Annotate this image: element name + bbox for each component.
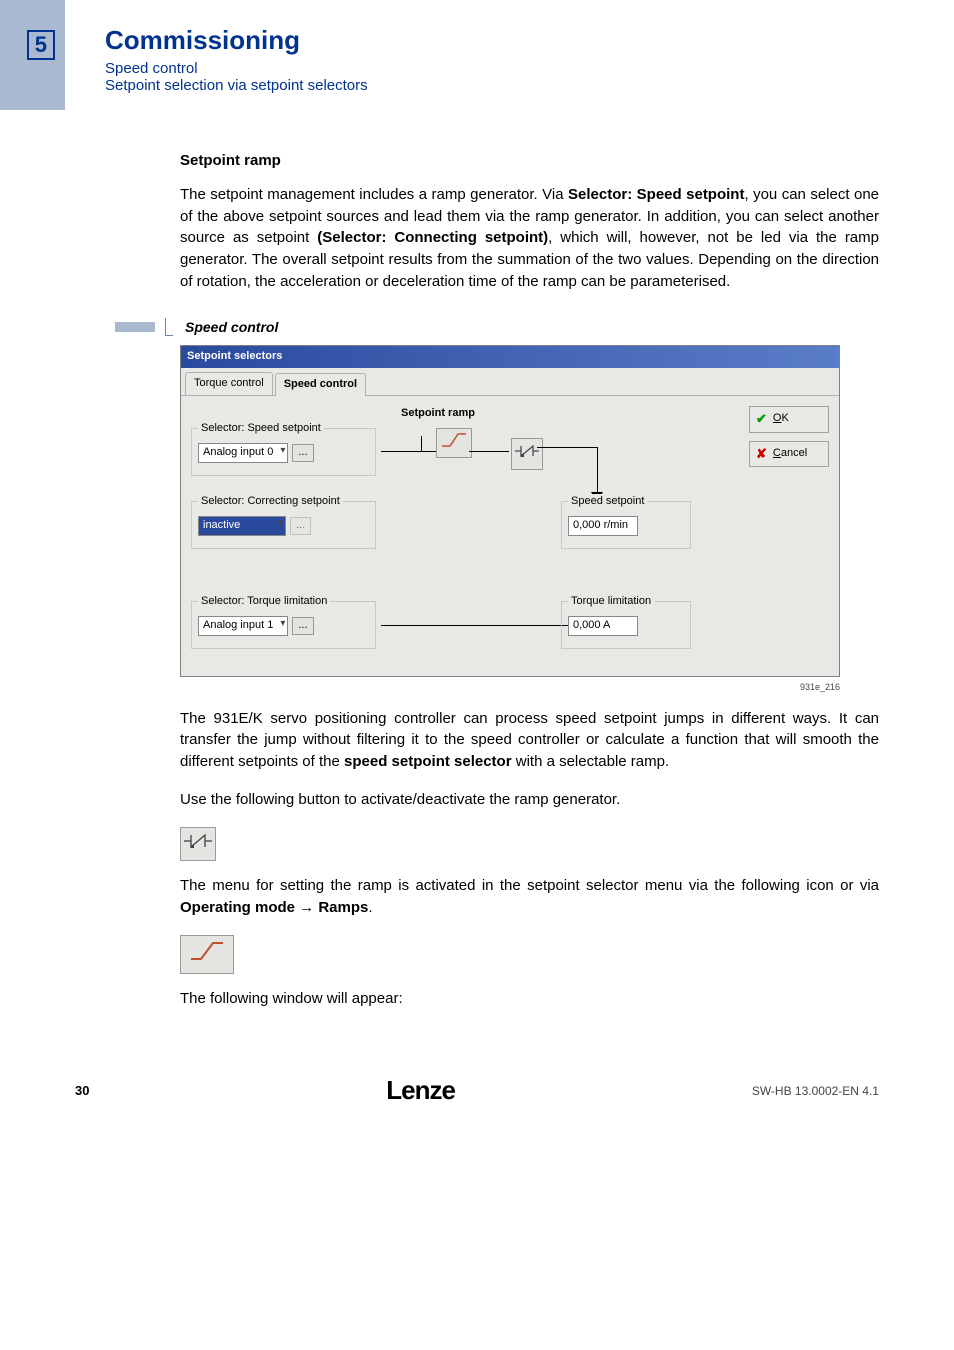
dialog-tabstrip: Torque control Speed control bbox=[181, 368, 839, 396]
figure-caption-row: Speed control bbox=[115, 317, 879, 337]
group-correcting-setpoint: Selector: Correcting setpoint inactive .… bbox=[191, 501, 376, 549]
ok-button-label: OK bbox=[773, 411, 789, 427]
p3-part-c: . bbox=[368, 899, 372, 916]
ramp-toggle-icon bbox=[184, 831, 212, 851]
p3-part-a: The menu for setting the ramp is activat… bbox=[180, 877, 879, 894]
dialog-titlebar: Setpoint selectors bbox=[181, 346, 839, 368]
page-footer: 30 Lenze SW-HB 13.0002-EN 4.1 bbox=[0, 1055, 954, 1136]
paragraph-after-2: Use the following button to activate/dea… bbox=[180, 789, 879, 811]
figure-id: 931e_216 bbox=[180, 681, 840, 694]
ramp-toggle-icon-block bbox=[180, 827, 879, 862]
section-heading: Setpoint ramp bbox=[180, 150, 879, 172]
document-id: SW-HB 13.0002-EN 4.1 bbox=[752, 1084, 879, 1098]
dialog-body: Setpoint ramp bbox=[181, 396, 839, 676]
figure-caption: Speed control bbox=[185, 317, 278, 337]
group-speed-output: Speed setpoint 0,000 r/min bbox=[561, 501, 691, 549]
page-number: 30 bbox=[75, 1083, 89, 1098]
paragraph-after-1: The 931E/K servo positioning controller … bbox=[180, 708, 879, 773]
ramp-settings-button[interactable] bbox=[436, 428, 472, 458]
page-header: 5 Commissioning Speed control Setpoint s… bbox=[0, 0, 954, 110]
tab-torque-control[interactable]: Torque control bbox=[185, 372, 273, 395]
torque-output-value: 0,000 A bbox=[568, 616, 638, 636]
ramp-toggle-button-inline[interactable] bbox=[180, 827, 216, 862]
ramp-settings-icon-block bbox=[180, 935, 879, 974]
correcting-setpoint-details-button[interactable]: ... bbox=[290, 517, 311, 535]
speed-setpoint-details-button[interactable]: ... bbox=[292, 444, 313, 462]
chapter-subtitle-2: Setpoint selection via setpoint selector… bbox=[105, 77, 924, 94]
ramp-settings-button-inline[interactable] bbox=[180, 935, 234, 974]
speed-setpoint-select[interactable]: Analog input 0 bbox=[198, 443, 288, 463]
group-torque-output: Torque limitation 0,000 A bbox=[561, 601, 691, 649]
p3-part-b: Operating mode → Ramps bbox=[180, 899, 368, 916]
chapter-subtitle-1: Speed control bbox=[105, 60, 924, 77]
header-titles: Commissioning Speed control Setpoint sel… bbox=[65, 0, 954, 110]
torque-limitation-select[interactable]: Analog input 1 bbox=[198, 616, 288, 636]
chapter-title: Commissioning bbox=[105, 25, 924, 56]
group-speed-setpoint-title: Selector: Speed setpoint bbox=[198, 421, 324, 437]
ramp-toggle-icon bbox=[515, 442, 539, 460]
cancel-button-label: Cancel bbox=[773, 446, 807, 462]
dialog-main-area: Setpoint ramp bbox=[191, 406, 739, 666]
check-icon: ✔ bbox=[756, 410, 767, 429]
group-torque-limitation: Selector: Torque limitation Analog input… bbox=[191, 601, 376, 649]
torque-output-title: Torque limitation bbox=[568, 594, 654, 610]
speed-output-title: Speed setpoint bbox=[568, 494, 647, 510]
ok-button[interactable]: ✔ OK bbox=[749, 406, 829, 433]
setpoint-ramp-label: Setpoint ramp bbox=[401, 406, 475, 422]
dialog-button-column: ✔ OK ✘ Cancel bbox=[739, 406, 829, 666]
page-content: Setpoint ramp The setpoint management in… bbox=[0, 110, 954, 1055]
paragraph-after-3: The menu for setting the ramp is activat… bbox=[180, 875, 879, 919]
group-correcting-setpoint-title: Selector: Correcting setpoint bbox=[198, 494, 343, 510]
x-icon: ✘ bbox=[756, 445, 767, 464]
speed-output-value: 0,000 r/min bbox=[568, 516, 638, 536]
paragraph-after-4: The following window will appear: bbox=[180, 988, 879, 1010]
setpoint-selectors-dialog: Setpoint selectors Torque control Speed … bbox=[180, 345, 840, 677]
ramp-toggle-button[interactable] bbox=[511, 438, 543, 470]
chapter-number: 5 bbox=[27, 30, 55, 60]
tab-speed-control[interactable]: Speed control bbox=[275, 373, 366, 396]
lenze-logo: Lenze bbox=[386, 1075, 455, 1106]
caption-bracket-icon bbox=[165, 318, 173, 336]
group-torque-limitation-title: Selector: Torque limitation bbox=[198, 594, 330, 610]
cancel-button[interactable]: ✘ Cancel bbox=[749, 441, 829, 468]
caption-bar-icon bbox=[115, 322, 155, 332]
header-color-band: 5 bbox=[0, 0, 65, 110]
intro-paragraph: The setpoint management includes a ramp … bbox=[180, 184, 879, 293]
correcting-setpoint-select[interactable]: inactive bbox=[198, 516, 286, 536]
ramp-curve-icon bbox=[189, 941, 225, 961]
ramp-curve-icon bbox=[440, 432, 468, 448]
group-speed-setpoint: Selector: Speed setpoint Analog input 0 … bbox=[191, 428, 376, 476]
torque-limitation-details-button[interactable]: ... bbox=[292, 617, 313, 635]
